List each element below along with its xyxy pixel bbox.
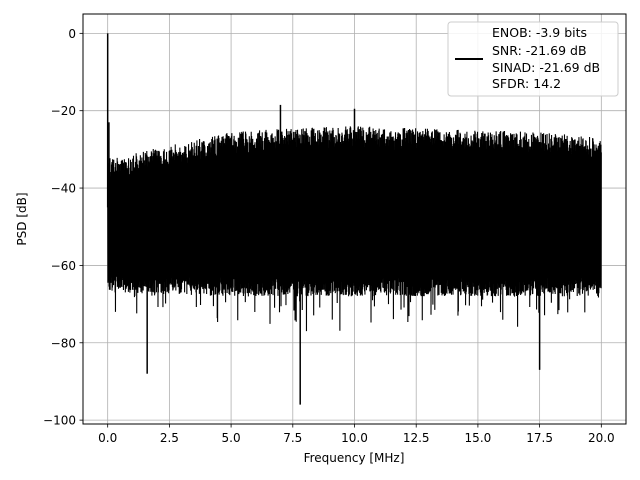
y-tick-label: 0	[68, 27, 76, 41]
x-axis-ticks: 0.0 2.5 5.0 7.5 10.0 12.5 15.0 17.5 20.0	[98, 424, 615, 445]
x-tick-label: 17.5	[526, 431, 553, 445]
legend-entry-snr: SNR: -21.69 dB	[492, 43, 587, 58]
x-tick-label: 20.0	[588, 431, 615, 445]
x-tick-label: 15.0	[465, 431, 492, 445]
x-tick-label: 5.0	[222, 431, 241, 445]
legend-entry-enob: ENOB: -3.9 bits	[492, 25, 587, 40]
x-tick-label: 12.5	[403, 431, 430, 445]
legend: ENOB: -3.9 bits SNR: -21.69 dB SINAD: -2…	[447, 21, 619, 97]
y-tick-label: −40	[51, 182, 76, 196]
legend-entry-sinad: SINAD: -21.69 dB	[492, 60, 600, 75]
x-tick-label: 2.5	[160, 431, 179, 445]
legend-box	[447, 21, 619, 97]
y-axis-ticks: 0 −20 −40 −60 −80 −100	[43, 27, 83, 428]
y-tick-label: −100	[43, 414, 76, 428]
x-tick-label: 0.0	[98, 431, 117, 445]
y-tick-label: −20	[51, 104, 76, 118]
y-tick-label: −80	[51, 336, 76, 350]
y-axis-label: PSD [dB]	[15, 192, 29, 245]
y-tick-label: −60	[51, 259, 76, 273]
series-layer	[106, 33, 602, 405]
legend-entry-sfdr: SFDR: 14.2	[492, 76, 561, 91]
x-axis-label: Frequency [MHz]	[304, 451, 405, 465]
x-tick-label: 10.0	[341, 431, 368, 445]
x-tick-label: 7.5	[283, 431, 302, 445]
